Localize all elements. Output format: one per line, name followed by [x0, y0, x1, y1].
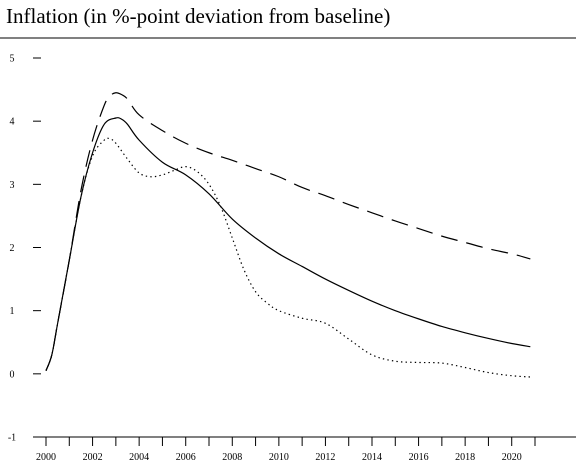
- series-line-solid: [45, 117, 531, 371]
- x-tick-label: 2014: [362, 452, 382, 463]
- x-tick-label: 2016: [409, 452, 429, 463]
- y-tick-label: 5: [10, 54, 15, 65]
- x-axis: 2000 2002 2004 2006 2008 2010 2012 2014 2016 2018…: [36, 437, 536, 463]
- x-tick-label: 2020: [502, 452, 522, 463]
- x-tick-label: 2004: [129, 452, 149, 463]
- y-tick-label: 0: [10, 369, 15, 380]
- y-axis: -1 0 1 2 3 4 5: [8, 54, 41, 444]
- series-line-dotted: [45, 137, 531, 378]
- y-tick-label: 1: [10, 306, 15, 317]
- x-tick-label: 2002: [83, 452, 103, 463]
- y-tick-label: -1: [8, 433, 16, 444]
- x-tick-label: 2006: [176, 452, 196, 463]
- y-tick-label: 2: [10, 243, 15, 254]
- x-tick-label: 2010: [269, 452, 289, 463]
- x-tick-label: 2000: [36, 452, 56, 463]
- series-line-dashed: [45, 92, 531, 371]
- x-tick-label: 2008: [222, 452, 242, 463]
- x-tick-label: 2018: [455, 452, 475, 463]
- y-tick-label: 4: [10, 117, 15, 128]
- series-layer: [45, 92, 531, 378]
- chart-title: Inflation (in %-point deviation from bas…: [6, 4, 391, 28]
- y-tick-label: 3: [10, 180, 15, 191]
- x-tick-label: 2012: [315, 452, 335, 463]
